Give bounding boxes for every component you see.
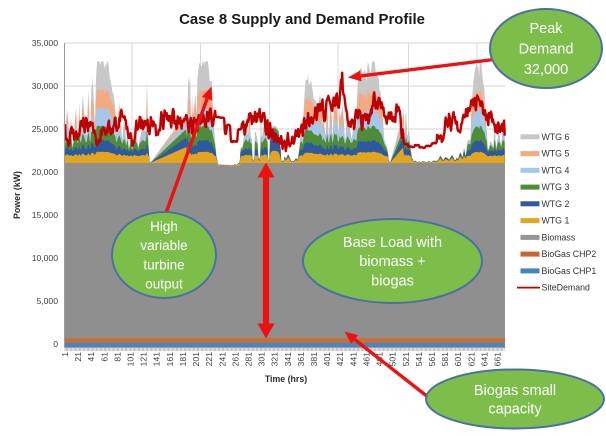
svg-text:20,000: 20,000 [32, 167, 59, 177]
svg-text:WTG 6: WTG 6 [542, 132, 570, 142]
svg-text:WTG 5: WTG 5 [542, 149, 570, 159]
svg-text:biogas: biogas [371, 273, 414, 289]
svg-text:Biogas small: Biogas small [474, 383, 556, 399]
svg-text:641: 641 [479, 352, 489, 367]
svg-text:5,000: 5,000 [36, 296, 58, 306]
svg-text:0: 0 [53, 339, 58, 349]
svg-text:30,000: 30,000 [32, 81, 59, 91]
svg-text:35,000: 35,000 [32, 38, 59, 48]
svg-text:Base Load with: Base Load with [343, 235, 442, 251]
svg-text:421: 421 [335, 352, 345, 367]
svg-text:501: 501 [388, 352, 398, 367]
svg-text:361: 361 [296, 352, 306, 367]
svg-text:141: 141 [152, 352, 162, 367]
svg-text:Biomass: Biomass [542, 232, 576, 242]
svg-text:Time (hrs): Time (hrs) [265, 374, 307, 384]
svg-text:301: 301 [257, 352, 267, 367]
svg-text:121: 121 [139, 352, 149, 367]
svg-text:401: 401 [322, 352, 332, 367]
svg-text:WTG 3: WTG 3 [542, 182, 570, 192]
svg-text:Case 8 Supply and Demand Profi: Case 8 Supply and Demand Profile [179, 12, 425, 28]
svg-text:15,000: 15,000 [32, 210, 59, 220]
svg-text:341: 341 [283, 352, 293, 367]
svg-text:capacity: capacity [488, 401, 542, 417]
svg-text:601: 601 [453, 352, 463, 367]
svg-text:BioGas CHP2: BioGas CHP2 [542, 249, 597, 259]
svg-text:variable: variable [140, 238, 187, 253]
svg-text:32,000: 32,000 [524, 62, 568, 78]
svg-text:101: 101 [126, 352, 136, 367]
svg-text:321: 321 [270, 352, 280, 367]
svg-text:81: 81 [112, 352, 122, 362]
svg-text:181: 181 [178, 352, 188, 367]
svg-text:WTG 1: WTG 1 [542, 216, 570, 226]
svg-text:Power (kW): Power (kW) [12, 171, 22, 219]
svg-text:output: output [145, 277, 183, 292]
svg-text:WTG 2: WTG 2 [542, 199, 570, 209]
svg-text:SiteDemand: SiteDemand [542, 283, 591, 293]
svg-text:21: 21 [73, 352, 83, 362]
svg-text:621: 621 [466, 352, 476, 367]
svg-text:25,000: 25,000 [32, 124, 59, 134]
svg-text:WTG 4: WTG 4 [542, 165, 570, 175]
svg-text:Demand: Demand [519, 42, 574, 58]
svg-text:High: High [150, 219, 178, 234]
svg-text:561: 561 [427, 352, 437, 367]
svg-text:1: 1 [60, 352, 70, 357]
svg-text:biomass +: biomass + [359, 254, 426, 270]
svg-text:541: 541 [414, 352, 424, 367]
svg-text:381: 381 [309, 352, 319, 367]
svg-text:Peak: Peak [529, 21, 563, 37]
svg-text:10,000: 10,000 [32, 253, 59, 263]
svg-text:41: 41 [86, 352, 96, 362]
svg-text:281: 281 [244, 352, 254, 367]
svg-text:661: 661 [493, 352, 503, 367]
svg-text:461: 461 [361, 352, 371, 367]
svg-text:turbine: turbine [143, 257, 184, 272]
svg-text:201: 201 [191, 352, 201, 367]
svg-text:221: 221 [204, 352, 214, 367]
svg-text:521: 521 [401, 352, 411, 367]
svg-text:581: 581 [440, 352, 450, 367]
svg-text:441: 441 [348, 352, 358, 367]
svg-text:161: 161 [165, 352, 175, 367]
svg-text:261: 261 [230, 352, 240, 367]
svg-text:61: 61 [99, 352, 109, 362]
svg-text:241: 241 [217, 352, 227, 367]
svg-text:BioGas CHP1: BioGas CHP1 [542, 266, 597, 276]
